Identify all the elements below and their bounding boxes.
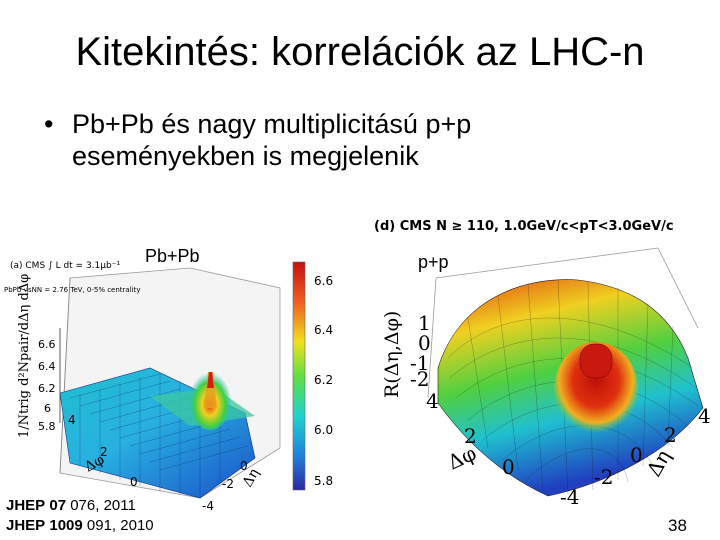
pbpb-eta-tick: 0 (240, 459, 248, 473)
pbpb-zlabel: 1/Ntrig d²Npair/dΔη dΔφ (17, 274, 32, 438)
pp-z-tick: 0 (418, 331, 431, 355)
pp-eta-tick: 0 (630, 443, 643, 467)
pbpb-eta-ticks: 0 -2 -4 (202, 459, 248, 513)
pp-zlabel: R(Δη,Δφ) (381, 311, 403, 398)
reference-volume: 1009 (49, 517, 83, 534)
pbpb-header-1: (a) CMS ∫ L dt = 3.1μb⁻¹ (10, 261, 120, 271)
pbpb-phi-tick: 4 (68, 413, 76, 427)
pp-eta-tick: 2 (664, 423, 677, 447)
pbpb-z-tick: 6.2 (38, 382, 56, 395)
pp-phi-tick: 0 (502, 455, 515, 479)
references: JHEP 07 076, 2011 JHEP 1009 091, 2010 (6, 496, 154, 536)
reference-rest: 091, 2010 (86, 517, 154, 534)
pp-eta-ticks: 4 2 0 -2 -4 (560, 404, 711, 508)
pbpb-phi-tick: 0 (130, 475, 138, 489)
reference-journal: JHEP (6, 497, 46, 514)
pbpb-colorbar-ticks: 6.6 6.4 6.2 6.0 5.8 (314, 274, 333, 488)
reference-rest: 076, 2011 (70, 497, 136, 514)
pp-eta-tick: -4 (560, 485, 579, 508)
pbpb-correlation-plot: (a) CMS ∫ L dt = 3.1μb⁻¹ PbPb √sNN = 2.7… (0, 248, 360, 540)
slide-title: Kitekintés: korrelációk az LHC-n (75, 30, 645, 74)
pp-z-tick: 1 (418, 311, 431, 335)
pbpb-colorbar-tick: 5.8 (314, 474, 333, 488)
pp-z-tick: -2 (410, 367, 429, 391)
bullet-line-1: Pb+Pb és nagy multiplicitású p+p (72, 109, 472, 139)
bullet-line-2: eseményekben is megjelenik (72, 141, 419, 171)
pbpb-z-tick: 6.6 (38, 338, 56, 351)
pp-z-tick: -1 (410, 351, 429, 375)
reference-item: JHEP 07 076, 2011 (6, 496, 154, 516)
pp-eta-tick: -2 (594, 465, 613, 489)
pp-phi-tick: 2 (464, 424, 477, 448)
pbpb-colorbar-tick: 6.2 (314, 373, 333, 387)
pbpb-colorbar-tick: 6.0 (314, 423, 333, 437)
pbpb-z-tick: 6.4 (38, 360, 56, 373)
bullet-item: • Pb+Pb és nagy multiplicitású p+p esemé… (44, 108, 684, 172)
pbpb-colorbar-tick: 6.4 (314, 323, 333, 337)
pp-header: (d) CMS N ≥ 110, 1.0GeV/c<pT<3.0GeV/c (374, 219, 674, 234)
pp-peak (554, 342, 638, 438)
bullet-dot: • (44, 109, 54, 139)
pp-phi-tick: 4 (426, 389, 439, 413)
pp-eta-tick: 4 (698, 404, 711, 428)
pbpb-eta-tick: -2 (222, 477, 234, 491)
pbpb-eta-tick: -4 (202, 499, 214, 513)
pbpb-colorbar-tick: 6.6 (314, 274, 333, 288)
reference-journal: JHEP (6, 517, 46, 534)
pp-phi-ticks: 4 2 0 (426, 389, 515, 479)
pp-correlation-plot: (d) CMS N ≥ 110, 1.0GeV/c<pT<3.0GeV/c p+… (368, 208, 720, 508)
pbpb-z-ticks: 6.6 6.4 6.2 6 5.8 (38, 338, 56, 433)
pp-label: p+p (418, 252, 449, 272)
pbpb-phi-tick: 2 (100, 445, 108, 459)
reference-volume: 07 (49, 497, 67, 514)
pbpb-phi-ticks: 4 2 0 (68, 413, 138, 489)
pbpb-z-tick: 5.8 (38, 420, 56, 433)
reference-item: JHEP 1009 091, 2010 (6, 516, 154, 536)
pp-z-ticks: 1 0 -1 -2 (410, 311, 431, 391)
pp-axes-box (427, 247, 699, 399)
pbpb-label: Pb+Pb (145, 248, 200, 266)
pbpb-header-2: PbPb √sNN = 2.76 TeV, 0-5% centrality (4, 286, 140, 294)
pbpb-z-tick: 6 (44, 402, 51, 415)
page-number: 38 (668, 516, 687, 535)
pbpb-colorbar (292, 261, 306, 491)
